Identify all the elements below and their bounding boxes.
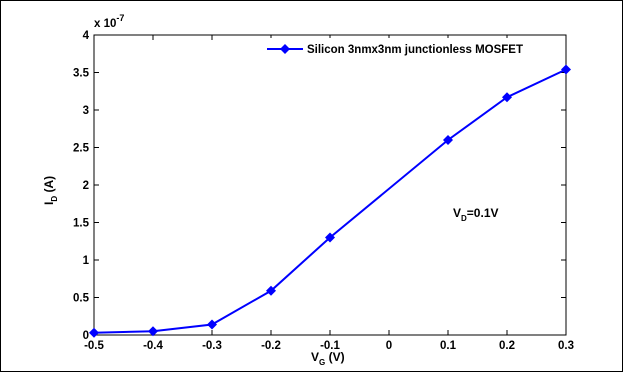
- x-tick-label: 0.1: [440, 340, 457, 352]
- y-tick-label: 2.5: [73, 143, 90, 155]
- y-tick-label: 1: [83, 255, 90, 267]
- annotation-rest: =0.1V: [467, 206, 499, 220]
- y-tick-label: 4: [83, 30, 90, 42]
- plot-area: [93, 34, 567, 336]
- y-tick-label: 3.5: [73, 68, 90, 80]
- data-point: [443, 135, 453, 145]
- legend-box: [255, 38, 563, 64]
- data-point: [148, 326, 158, 337]
- y-axis-label-unit: (A): [42, 176, 56, 196]
- legend: Silicon 3nmx3nm junctionless MOSFET: [255, 38, 563, 64]
- x-axis-label-main: V: [311, 350, 319, 364]
- vd-annotation: VD=0.1V: [453, 206, 499, 223]
- data-point: [502, 92, 512, 103]
- x-axis-label-unit: (V): [325, 350, 344, 364]
- y-tick-label: 3: [83, 105, 89, 117]
- x-tick-label: -0.4: [143, 340, 163, 352]
- x-tick-label: 0: [386, 340, 392, 352]
- legend-label: Silicon 3nmx3nm junctionless MOSFET: [307, 44, 523, 56]
- x-tick-label: 0.2: [499, 340, 515, 352]
- y-axis-label-main: I: [42, 202, 56, 205]
- y-tick-label: 2: [83, 180, 89, 192]
- y-exponent-label: x 10-7: [94, 13, 124, 30]
- data-point: [325, 232, 335, 243]
- data-point: [207, 319, 217, 330]
- x-tick-label: 0.3: [558, 340, 574, 352]
- annotation-sub: D: [461, 214, 467, 223]
- series-line: [93, 68, 567, 334]
- series-group: [89, 64, 571, 338]
- y-axis-label-sub: D: [50, 196, 59, 202]
- data-point: [561, 64, 571, 75]
- annotation-main: V: [453, 206, 461, 220]
- y-exponent-power: -7: [116, 13, 124, 23]
- x-tick-label: -0.2: [261, 340, 281, 352]
- y-exponent-base: x 10: [94, 18, 116, 30]
- x-tick-label: -0.3: [202, 340, 222, 352]
- y-axis: 0 0.5 1 1.5 2 2.5 3 3.5 4: [73, 30, 566, 342]
- data-point: [89, 327, 99, 338]
- x-axis: -0.5 -0.4 -0.3 -0.2 -0.1 0 0.1 0.2 0.3: [84, 35, 574, 352]
- x-axis-label-sub: G: [319, 358, 325, 367]
- data-point: [266, 285, 276, 296]
- x-tick-label: -0.1: [320, 340, 340, 352]
- y-tick-label: 0.5: [73, 293, 90, 305]
- y-axis-label: ID (A): [42, 176, 59, 205]
- y-tick-label: 1.5: [73, 218, 90, 230]
- legend-marker: [280, 44, 290, 54]
- x-axis-label: VG (V): [311, 350, 345, 367]
- x-tick-label: -0.5: [84, 340, 104, 352]
- y-tick-label: 0: [83, 330, 89, 342]
